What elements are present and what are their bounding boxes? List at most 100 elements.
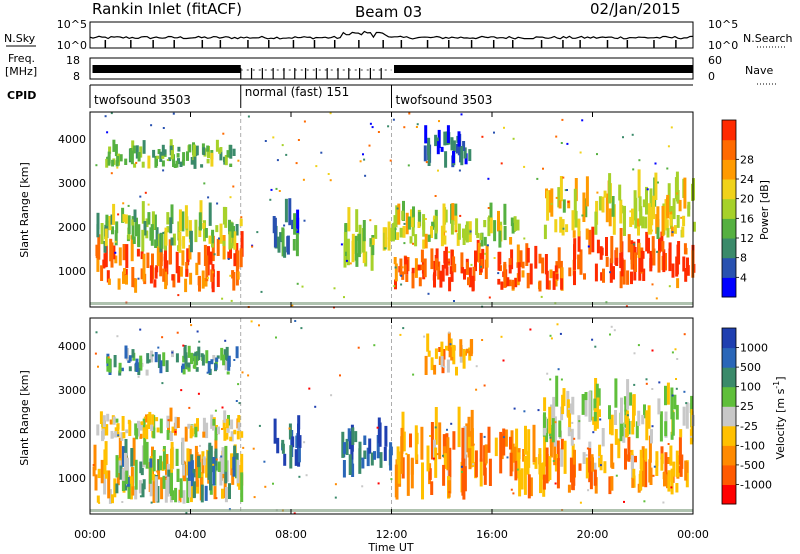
heatmap-speck	[633, 383, 636, 386]
heatmap-speck	[196, 330, 199, 333]
heatmap-cell	[479, 458, 483, 487]
nsky-series	[89, 30, 694, 48]
heatmap-cell	[424, 233, 428, 249]
heatmap-speck	[480, 265, 482, 268]
heatmap-cell	[145, 369, 149, 376]
heatmap-speck	[667, 443, 670, 445]
heatmap-cell	[237, 422, 241, 431]
heatmap-cell	[128, 366, 132, 372]
heatmap-cell	[121, 472, 125, 491]
heatmap-cell	[683, 177, 687, 209]
heatmap-cell	[434, 216, 438, 234]
x-axis-label: Time UT	[367, 541, 413, 554]
heatmap-cell	[632, 468, 636, 479]
heatmap-speck	[272, 136, 275, 139]
heatmap-cell	[682, 256, 686, 272]
heatmap-cell	[151, 414, 155, 427]
heatmap-speck	[676, 358, 679, 360]
heatmap-speck	[581, 119, 584, 122]
heatmap-cell	[598, 196, 602, 211]
heatmap-speck	[651, 283, 654, 286]
heatmap-cell	[443, 453, 447, 469]
heatmap-speck	[240, 216, 243, 219]
heatmap-speck	[251, 245, 254, 248]
heatmap-cell	[391, 223, 395, 242]
heatmap-speck	[135, 161, 138, 164]
heatmap-cell	[233, 429, 237, 435]
heatmap-cell	[127, 215, 131, 235]
nsky-tick-bottom: 10^0	[57, 39, 87, 52]
heatmap-cell	[107, 278, 111, 285]
heatmap-cell	[161, 144, 165, 157]
heatmap-cell	[154, 352, 158, 363]
heatmap-speck	[198, 340, 201, 343]
heatmap-cell	[609, 258, 613, 283]
heatmap-cell	[108, 146, 112, 154]
heatmap-speck	[300, 327, 303, 330]
heatmap-cell	[421, 462, 424, 500]
heatmap-cell	[661, 241, 665, 252]
freq-label-line2: [MHz]	[5, 65, 37, 78]
heatmap-cell	[225, 346, 229, 361]
heatmap-cell	[457, 131, 461, 147]
heatmap-speck	[221, 428, 223, 430]
heatmap-cell	[499, 221, 503, 229]
heatmap-speck	[359, 160, 362, 163]
heatmap-cell	[589, 469, 593, 490]
heatmap-cell	[641, 446, 645, 466]
heatmap-cell	[631, 208, 634, 225]
heatmap-speck	[330, 394, 333, 397]
heatmap-speck	[564, 189, 567, 192]
heatmap-cell	[194, 426, 198, 438]
heatmap-speck	[670, 486, 673, 489]
heatmap-cell	[633, 247, 637, 257]
heatmap-speck	[503, 126, 505, 129]
heatmap-cell	[145, 218, 149, 228]
heatmap-cell	[111, 494, 114, 504]
heatmap-cell	[642, 460, 645, 487]
heatmap-cell	[189, 272, 193, 285]
heatmap-speck	[164, 474, 167, 477]
heatmap-speck	[396, 207, 399, 210]
heatmap-cell	[124, 452, 127, 481]
heatmap-speck	[425, 161, 428, 164]
heatmap-cell	[207, 146, 210, 159]
heatmap-cell	[142, 253, 146, 282]
heatmap-speck	[561, 118, 564, 121]
heatmap-speck	[562, 227, 565, 230]
heatmap-cell	[122, 214, 126, 223]
heatmap-cell	[153, 279, 157, 288]
heatmap-cell	[229, 436, 233, 442]
x-tick-label: 08:00	[275, 528, 307, 541]
heatmap-cell	[384, 425, 388, 447]
heatmap-cell	[581, 394, 585, 415]
heatmap-cell	[273, 418, 277, 444]
heatmap-speck	[107, 356, 110, 359]
heatmap-cell	[115, 483, 119, 494]
heatmap-speck	[237, 159, 240, 162]
heatmap-cell	[179, 161, 183, 167]
heatmap-cell	[162, 446, 166, 470]
heatmap-speck	[343, 296, 345, 299]
heatmap-cell	[502, 428, 506, 456]
heatmap-cell	[584, 198, 588, 218]
heatmap-cell	[175, 448, 179, 466]
heatmap-speck	[540, 295, 543, 298]
heatmap-cell	[619, 271, 623, 289]
heatmap-cell	[457, 406, 461, 448]
heatmap-cell	[487, 426, 491, 453]
heatmap-cell	[200, 164, 204, 168]
heatmap-cell	[631, 420, 635, 435]
heatmap-cell	[171, 426, 175, 433]
heatmap-cell	[567, 427, 571, 437]
heatmap-cell	[110, 214, 114, 225]
heatmap-cell	[414, 258, 418, 278]
heatmap-speck	[459, 214, 462, 217]
heatmap-speck	[529, 328, 532, 331]
velocity-colorbar-label: Velocity [m s-1]	[772, 376, 787, 459]
heatmap-speck	[114, 251, 117, 254]
colorbar-tick-label: 8	[740, 252, 747, 265]
heatmap-cell	[666, 194, 670, 219]
cpid-segment-label: twofsound 3503	[396, 93, 493, 107]
heatmap-cell	[409, 433, 412, 448]
